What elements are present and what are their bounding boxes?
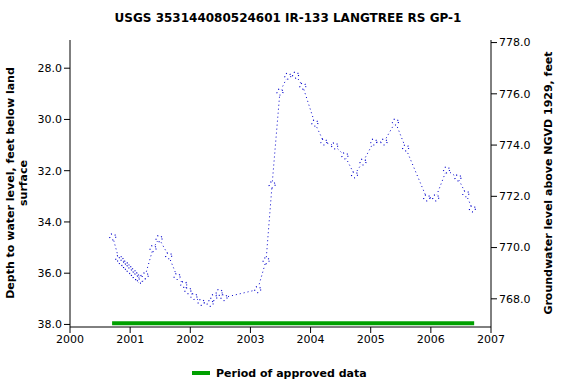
svg-text:38.0: 38.0 [38,318,63,331]
svg-text:Groundwater level above NGVD 1: Groundwater level above NGVD 1929, feet [542,51,555,314]
svg-text:surface: surface [17,160,30,206]
svg-text:2003: 2003 [236,333,264,346]
svg-text:Period of approved data: Period of approved data [216,367,367,380]
svg-text:USGS 353144080524601 IR-133 LA: USGS 353144080524601 IR-133 LANGTREE RS … [115,11,462,25]
svg-text:2001: 2001 [116,333,144,346]
svg-text:Depth to water level, feet bel: Depth to water level, feet below land [8,67,17,299]
svg-text:2002: 2002 [176,333,204,346]
svg-text:28.0: 28.0 [38,62,63,75]
svg-text:2004: 2004 [297,333,325,346]
svg-text:36.0: 36.0 [38,267,63,280]
svg-text:34.0: 34.0 [38,216,63,229]
svg-text:776.0: 776.0 [499,88,531,101]
svg-text:2005: 2005 [357,333,385,346]
svg-text:2006: 2006 [417,333,445,346]
svg-text:778.0: 778.0 [499,36,531,49]
svg-text:768.0: 768.0 [499,293,531,306]
svg-text:770.0: 770.0 [499,241,531,254]
svg-text:2000: 2000 [56,333,84,346]
svg-text:30.0: 30.0 [38,113,63,126]
svg-text:32.0: 32.0 [38,165,63,178]
svg-text:2007: 2007 [477,333,505,346]
svg-text:774.0: 774.0 [499,139,531,152]
svg-text:772.0: 772.0 [499,190,531,203]
